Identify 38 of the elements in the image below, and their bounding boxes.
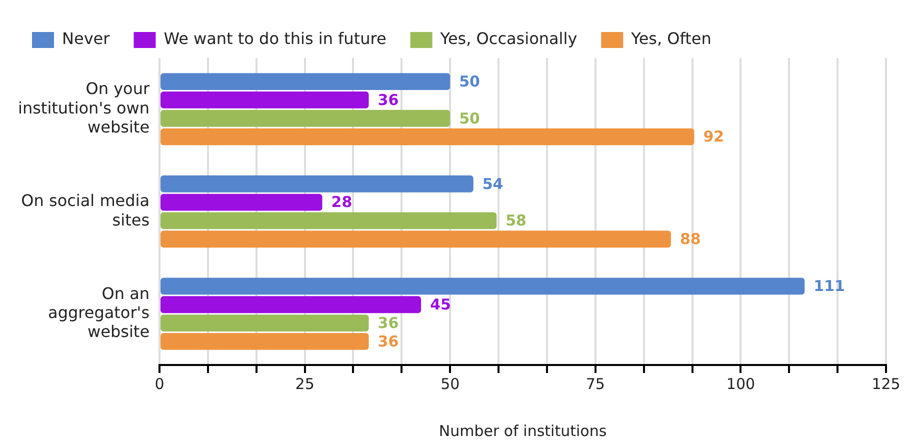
data-label: 36 xyxy=(378,90,399,109)
bar xyxy=(160,296,422,314)
legend-label: We want to do this in future xyxy=(164,29,386,48)
data-label: 36 xyxy=(378,314,399,332)
bar xyxy=(160,110,450,127)
bar xyxy=(160,212,497,230)
data-label: 50 xyxy=(459,109,480,128)
x-tick-label: 125 xyxy=(872,374,900,393)
y-tick-label: On your institution's own website xyxy=(18,79,150,137)
data-label: 45 xyxy=(430,296,451,314)
legend-label: Yes, Occasionally xyxy=(439,29,578,48)
x-tick-label: 75 xyxy=(586,374,605,393)
bar xyxy=(160,332,369,350)
x-tick-label: 25 xyxy=(295,374,314,393)
y-tick-label: On social media sites xyxy=(21,191,150,230)
x-tick-label: 0 xyxy=(154,374,164,393)
bar xyxy=(160,128,694,146)
data-label: 92 xyxy=(703,128,724,146)
bar xyxy=(160,73,450,90)
data-label: 111 xyxy=(814,277,845,296)
legend-label: Yes, Often xyxy=(630,29,712,48)
bar xyxy=(160,230,671,248)
x-tick-label: 50 xyxy=(440,374,460,393)
bar xyxy=(160,175,474,192)
legend-label: Never xyxy=(62,29,110,48)
data-label: 58 xyxy=(506,212,526,230)
x-axis-title: Number of institutions xyxy=(438,422,607,440)
data-label: 28 xyxy=(331,193,352,212)
x-tick-label: 100 xyxy=(726,374,756,393)
y-tick-label: On an aggregator's website xyxy=(48,284,150,342)
bar xyxy=(160,278,805,295)
data-label: 54 xyxy=(482,174,504,193)
data-label: 50 xyxy=(459,72,480,90)
data-label: 36 xyxy=(378,332,399,350)
data-label: 88 xyxy=(680,230,701,248)
bar xyxy=(160,91,369,108)
bar xyxy=(160,314,369,332)
bar xyxy=(160,194,322,211)
